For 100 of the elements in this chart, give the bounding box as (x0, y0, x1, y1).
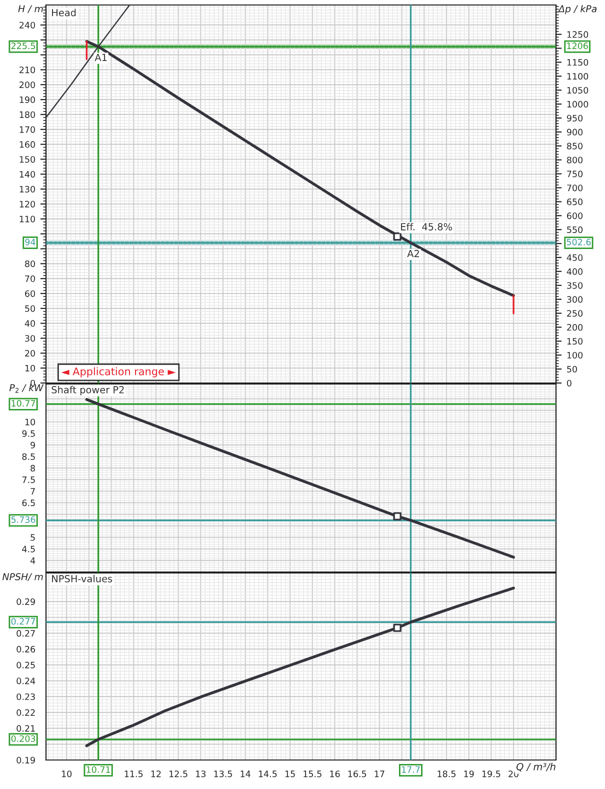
x-tick-label: 13 (196, 770, 206, 778)
y-tick-label: 240 (20, 22, 35, 28)
y2-axis-title: Δp / kPa (558, 5, 597, 14)
x-tick-label: 18.5 (438, 770, 456, 778)
y2-tick-label: 0 (566, 380, 572, 386)
y2-tick-label: 200 (567, 324, 583, 331)
y-tick-label: 120 (20, 200, 35, 208)
y-tick-label: 8.5 (22, 453, 35, 460)
y2-tick-label: 1100 (567, 73, 588, 80)
y-tick-label: 140 (20, 170, 35, 178)
y-tick-label: 160 (20, 141, 35, 148)
y2-tick-label: 150 (567, 338, 583, 345)
y2-tick-label: 1250 (567, 31, 588, 38)
y-tick-label: 7 (30, 488, 35, 494)
y-tick-label: 200 (20, 81, 35, 88)
ref-line-label: 225.5 (11, 42, 36, 50)
annotation: ◄ Application range ► (61, 367, 176, 378)
y-tick-label: 0.23 (16, 693, 35, 700)
y2-tick-label: 650 (567, 198, 583, 206)
y2-tick-label: 350 (567, 282, 583, 289)
y2-tick-label: 450 (566, 254, 583, 261)
y-tick-label: 0.22 (16, 709, 35, 716)
y-tick-label: 170 (20, 126, 35, 133)
x-tick-label: 19 (464, 770, 474, 778)
y-tick-label: 0.26 (16, 646, 36, 653)
annotation: Eff. 45.8% (401, 222, 452, 230)
y2-tick-label: 950 (566, 114, 583, 122)
y-tick-label: 40 (24, 320, 35, 327)
y-tick-label: 150 (20, 156, 35, 163)
ref-line-label: 10.77 (12, 400, 36, 407)
y2-tick-label: 550 (567, 226, 583, 234)
y-tick-label: 9 (30, 442, 35, 448)
line-series (85, 586, 515, 748)
ref-line-label: 0.277 (11, 618, 36, 625)
y2-tick-label: 750 (567, 170, 583, 178)
x-tick-label: 14.5 (258, 770, 277, 778)
x-tick-label: 15.5 (304, 770, 322, 778)
y-tick-label: 0.21 (16, 725, 35, 732)
y2-tick-label: 1000 (567, 100, 588, 108)
y2-tick-label: 900 (566, 128, 583, 136)
y-tick-label: 210 (20, 66, 35, 74)
y-tick-label: 4.5 (22, 546, 35, 552)
x-tick-label: 17 (374, 770, 384, 778)
y2-tick-label: 1050 (567, 86, 588, 94)
y-tick-label: 0.19 (16, 756, 35, 764)
chart-title: NPSH-values (52, 574, 112, 582)
x-tick-label: 16 (330, 770, 340, 778)
y-tick-label: 190 (20, 96, 35, 104)
y2-tick-label: 100 (567, 352, 583, 359)
ref-line-label: 10.71 (86, 766, 110, 773)
y-axis-title: P$_{2}$ / kW (9, 384, 44, 393)
y-tick-label: 0.24 (16, 678, 36, 684)
y-tick-label: 6.5 (22, 500, 35, 506)
line-series (85, 398, 515, 559)
annotation: A1 (94, 54, 107, 61)
y-tick-label: 0.29 (16, 598, 35, 605)
y-tick-label: 7.5 (22, 476, 35, 484)
x-tick-label: 12.5 (170, 770, 188, 778)
y2-tick-label: 1150 (567, 59, 588, 66)
y-tick-label: 8 (30, 464, 35, 472)
y-tick-label: 70 (25, 275, 35, 282)
y-tick-label: 10 (25, 364, 35, 372)
y2-tick-label: 400 (566, 268, 583, 275)
y-tick-label: 80 (25, 260, 35, 268)
ref-line-label: 94 (25, 238, 36, 246)
y2-tick-label: 850 (567, 142, 583, 150)
y2-tick-label: 300 (567, 296, 583, 303)
chart-title: Shaft power P2 (52, 386, 124, 396)
y-tick-label: 20 (25, 350, 35, 357)
x-tick-label: 11.5 (124, 770, 143, 778)
ref-line-label: 5.736 (11, 516, 36, 523)
ref-line-label: 1206 (567, 42, 588, 50)
y2-tick-label: 250 (567, 310, 583, 317)
y2-tick-label: 600 (567, 212, 583, 220)
y-tick-label: 0.27 (16, 630, 35, 637)
y-tick-label: 5 (30, 534, 35, 541)
annotation: A2 (407, 250, 419, 258)
y-tick-label: 50 (25, 305, 35, 312)
y-tick-label: 4 (30, 557, 36, 564)
x-axis-title: Q / m³/h (516, 762, 556, 772)
ref-line-label: 17.7 (402, 766, 420, 773)
ref-line-label: 502.6 (566, 238, 591, 246)
y-tick-label: 10 (25, 418, 35, 426)
chart-title: Head (52, 8, 76, 16)
y-tick-label: 130 (20, 186, 35, 193)
y-tick-label: 180 (20, 111, 35, 118)
y2-tick-label: 50 (567, 366, 577, 372)
y2-tick-label: 800 (567, 156, 583, 164)
x-tick-label: 12 (151, 770, 161, 778)
x-tick-label: 19.5 (482, 770, 500, 778)
y-tick-label: 0.25 (16, 662, 35, 668)
y-tick-label: 9.5 (22, 430, 35, 437)
ref-line-label: 0.203 (11, 735, 36, 742)
y-tick-label: 30 (25, 335, 35, 342)
y-axis-title: NPSH/ m (2, 573, 43, 582)
x-tick-label: 10 (62, 770, 72, 778)
x-tick-label: 16.5 (348, 770, 366, 778)
x-tick-label: 15 (285, 770, 295, 778)
y-axis-title: H / m (18, 5, 43, 14)
y-tick-label: 60 (25, 290, 35, 297)
